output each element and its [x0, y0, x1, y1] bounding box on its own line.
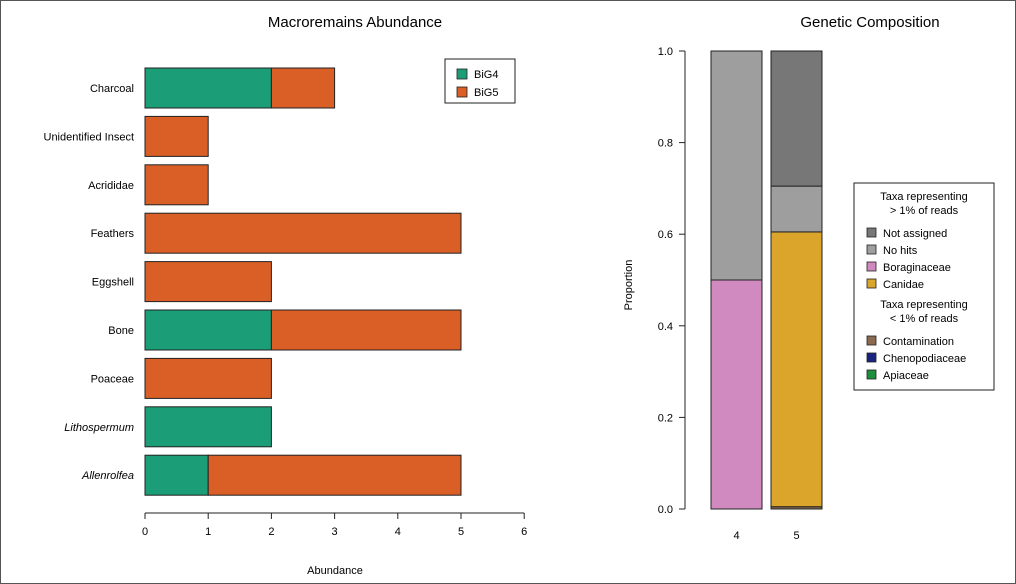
left-plot-area: Charcoal Unidentified Insect Acrididae Feat… [44, 58, 527, 538]
legend-swatch-chenopodiaceae [866, 352, 877, 363]
right-x-tick-label: 4 [733, 530, 739, 542]
legend-label-chenopodiaceae: Chenopodiaceae [883, 353, 966, 365]
bar-big5-poaceae [144, 357, 272, 399]
category-label: Lithospermum [64, 422, 134, 434]
left-x-tick-label: 0 [142, 526, 148, 538]
legend-swatch-boraginaceae [866, 261, 877, 272]
right-plot-area: 0.0 0.2 0.4 0.6 0.8 1.0 4 5 Taxa representing > 1… [658, 46, 995, 542]
right-y-axis-label: Proportion [623, 260, 635, 311]
legend-label-not-assigned: Not assigned [883, 228, 947, 240]
bar-big4-lithospermum [144, 406, 272, 448]
left-chart-title: Macroremains Abundance [268, 14, 442, 31]
bar-boraginaceae-sample-4 [710, 279, 763, 510]
right-y-tick-label: 0.4 [658, 321, 673, 333]
right-y-tick-label: 0.2 [658, 412, 673, 424]
bar-big5-allenrolfea [207, 454, 462, 496]
bar-canidae-sample-5 [770, 231, 823, 508]
category-label: Charcoal [90, 83, 134, 95]
bar-big4-bone [144, 309, 272, 351]
legend-label-canidae: Canidae [883, 279, 924, 291]
left-x-axis-label: Abundance [307, 565, 363, 577]
legend-swatch-apiaceae [866, 369, 877, 380]
legend-label-contamination: Contamination [883, 336, 954, 348]
bar-not-assigned-sample-5 [770, 50, 823, 187]
bar-no-hits-sample-4 [710, 50, 763, 281]
bar-big4-allenrolfea [144, 454, 209, 496]
right-legend-box [853, 182, 995, 391]
right-legend: Taxa representing > 1% of reads Not assign… [853, 182, 995, 391]
bar-big5-charcoal [270, 67, 336, 109]
bar-big5-unidentified-insect [144, 115, 209, 157]
right-chart-title: Genetic Composition [800, 14, 939, 31]
left-x-tick-label: 5 [458, 526, 464, 538]
bar-big5-feathers [144, 212, 462, 254]
legend-label-boraginaceae: Boraginaceae [883, 262, 951, 274]
left-legend: BiG4 BiG5 [444, 58, 516, 104]
right-y-tick-label: 0.0 [658, 504, 673, 516]
right-x-tick-label: 5 [793, 530, 799, 542]
category-label: Poaceae [91, 373, 134, 385]
category-label: Bone [108, 325, 134, 337]
left-x-tick-label: 2 [268, 526, 274, 538]
legend-label-big5: BiG5 [474, 87, 498, 99]
category-label: Eggshell [92, 277, 134, 289]
legend-label-big4: BiG4 [474, 69, 498, 81]
legend-label-apiaceae: Apiaceae [883, 370, 929, 382]
left-x-tick-label: 6 [521, 526, 527, 538]
right-y-tick-label: 0.6 [658, 229, 673, 241]
left-x-tick-label: 1 [205, 526, 211, 538]
right-y-tick-label: 0.8 [658, 138, 673, 150]
legend-swatch-not-assigned [866, 227, 877, 238]
category-label: Unidentified Insect [44, 131, 135, 143]
legend-swatch-contamination [866, 335, 877, 346]
category-label: Allenrolfea [81, 470, 134, 482]
legend-swatch-canidae [866, 278, 877, 289]
left-x-tick-label: 3 [332, 526, 338, 538]
legend-swatch-no-hits [866, 244, 877, 255]
bar-big5-eggshell [144, 261, 272, 303]
legend-label-no-hits: No hits [883, 245, 918, 257]
legend-group-heading: > 1% of reads [890, 205, 959, 217]
legend-group-heading: < 1% of reads [890, 313, 959, 325]
right-y-tick-label: 1.0 [658, 46, 673, 58]
legend-swatch-big4 [456, 68, 468, 80]
category-label: Acrididae [88, 180, 134, 192]
bar-big5-bone [270, 309, 462, 351]
bar-big5-acrididae [144, 164, 209, 206]
left-x-tick-label: 4 [395, 526, 401, 538]
bar-no-hits-sample-5 [770, 185, 823, 233]
bar-big4-charcoal [144, 67, 272, 109]
legend-swatch-big5 [456, 86, 468, 98]
category-label: Feathers [91, 228, 135, 240]
legend-group-heading: Taxa representing [880, 299, 967, 311]
legend-group-heading: Taxa representing [880, 191, 967, 203]
